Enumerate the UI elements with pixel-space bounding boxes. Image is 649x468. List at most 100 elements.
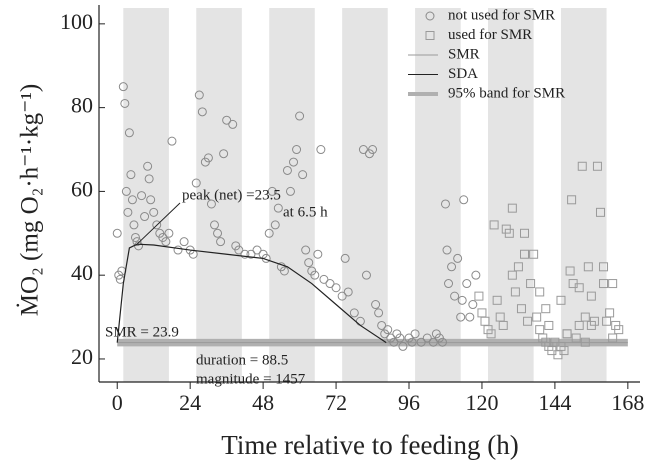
point <box>337 291 347 301</box>
point <box>457 295 467 305</box>
annotation: magnitude = 1457 <box>196 371 306 387</box>
point <box>203 153 213 163</box>
point <box>213 228 223 238</box>
point <box>137 191 147 201</box>
point <box>459 195 469 205</box>
point <box>132 237 142 247</box>
point <box>450 291 460 301</box>
point <box>126 170 136 180</box>
point <box>118 82 128 92</box>
point <box>428 337 438 347</box>
point <box>442 245 452 255</box>
legend-label: used for SMR <box>448 27 532 43</box>
legend-label: SMR <box>448 46 480 62</box>
point <box>407 337 417 347</box>
x-tick-label: 48 <box>252 390 274 415</box>
point <box>377 320 387 330</box>
point <box>477 308 487 318</box>
point <box>595 207 605 217</box>
point <box>173 245 183 255</box>
dark-period <box>415 8 461 382</box>
point <box>437 337 447 347</box>
point <box>559 346 569 356</box>
point <box>462 279 472 289</box>
point <box>586 320 596 330</box>
point <box>206 199 216 209</box>
point <box>234 245 244 255</box>
point <box>252 245 262 255</box>
point <box>129 220 139 230</box>
point <box>410 329 420 339</box>
point <box>209 220 219 230</box>
y-tick-label: 20 <box>71 344 93 369</box>
point <box>228 119 238 129</box>
point <box>562 329 572 339</box>
point <box>374 308 384 318</box>
x-tick-label: 96 <box>398 390 420 415</box>
point <box>152 220 162 230</box>
point <box>474 291 484 301</box>
point <box>416 337 426 347</box>
point <box>289 157 299 167</box>
point <box>520 228 530 238</box>
legend-label: not used for SMR <box>448 7 555 23</box>
legend-marker <box>425 11 435 21</box>
point <box>240 249 250 259</box>
point <box>120 98 130 108</box>
point <box>498 320 508 330</box>
point <box>383 325 393 335</box>
point <box>146 195 156 205</box>
point <box>127 195 137 205</box>
point <box>216 237 226 247</box>
point <box>422 333 432 343</box>
point <box>444 279 454 289</box>
point <box>532 312 542 322</box>
point <box>567 195 577 205</box>
point <box>279 266 289 276</box>
point <box>304 258 314 268</box>
point <box>270 220 280 230</box>
point <box>605 308 615 318</box>
point <box>398 341 408 351</box>
point <box>586 291 596 301</box>
point <box>368 145 378 155</box>
point <box>143 161 153 171</box>
point <box>164 228 174 238</box>
legend-label: 95% band for SMR <box>448 85 565 101</box>
point <box>292 145 302 155</box>
point <box>319 274 329 284</box>
point <box>361 270 371 280</box>
point <box>325 279 335 289</box>
point <box>529 249 539 259</box>
legend-marker <box>425 31 435 40</box>
point <box>179 237 189 247</box>
point <box>599 262 609 272</box>
x-tick-label: 0 <box>112 390 123 415</box>
point <box>395 333 405 343</box>
point <box>592 161 602 171</box>
dark-period <box>123 8 169 382</box>
annotation: peak (net) =23.5 <box>182 187 281 203</box>
point <box>468 300 478 310</box>
point <box>194 90 204 100</box>
dark-period <box>488 8 534 382</box>
dark-period <box>560 8 607 382</box>
point <box>544 320 554 330</box>
point <box>565 266 575 276</box>
point <box>507 203 517 213</box>
point <box>504 228 514 238</box>
point <box>267 186 277 196</box>
point <box>571 333 581 343</box>
point <box>456 312 466 322</box>
point <box>340 253 350 263</box>
point <box>471 270 481 280</box>
x-tick-label: 120 <box>465 390 498 415</box>
point <box>343 287 353 297</box>
x-tick-label: 72 <box>325 390 347 415</box>
point <box>492 295 502 305</box>
point <box>298 170 308 180</box>
point <box>349 308 359 318</box>
point <box>465 312 475 322</box>
point <box>608 333 618 343</box>
